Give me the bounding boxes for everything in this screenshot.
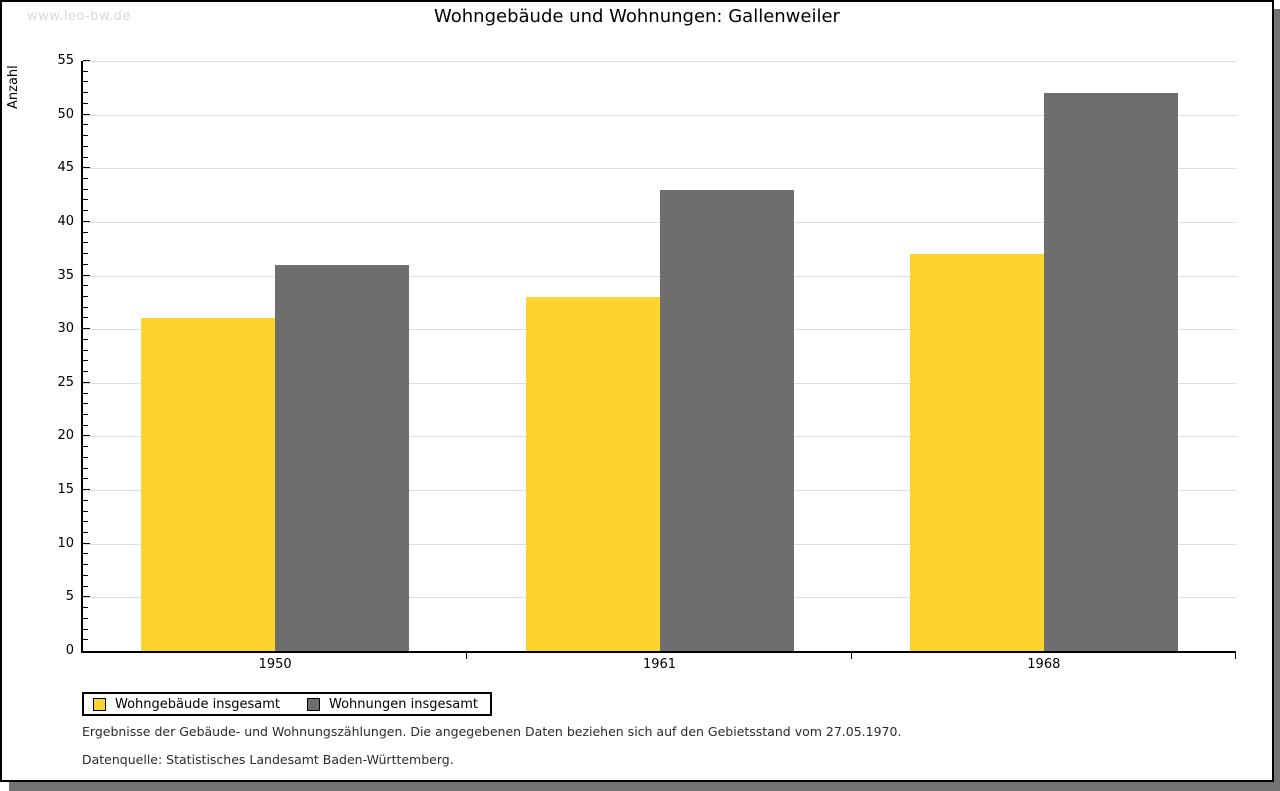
- legend-label-1: Wohngebäude insgesamt: [115, 696, 280, 712]
- y-minor-tick-27: [83, 360, 88, 362]
- y-minor-tick-8: [83, 564, 88, 566]
- y-tick-label-0: 0: [65, 643, 74, 658]
- y-tick-label-20: 20: [57, 428, 74, 444]
- y-tick-label-5: 5: [65, 589, 74, 605]
- y-minor-tick-6: [83, 585, 88, 587]
- y-major-tick-50: [83, 113, 90, 115]
- y-tick-label-15: 15: [57, 482, 74, 498]
- x-boundary-tick-3: [1235, 653, 1236, 659]
- y-major-tick-35: [83, 274, 90, 276]
- y-minor-tick-33: [83, 296, 88, 297]
- x-category-label-1950: 1950: [258, 657, 292, 672]
- y-minor-tick-37: [83, 253, 88, 255]
- y-minor-tick-28: [83, 349, 88, 351]
- y-minor-tick-38: [83, 242, 88, 244]
- y-tick-label-30: 30: [57, 321, 74, 337]
- y-minor-tick-9: [83, 553, 88, 555]
- footnote-line-1: Ergebnisse der Gebäude- und Wohnungszähl…: [82, 724, 902, 739]
- y-minor-tick-26: [83, 371, 88, 373]
- y-major-tick-45: [83, 167, 90, 169]
- y-minor-tick-49: [83, 124, 88, 126]
- chart-title: Wohngebäude und Wohnungen: Gallenweiler: [434, 6, 840, 27]
- y-minor-tick-29: [83, 338, 88, 340]
- y-minor-tick-13: [83, 510, 88, 512]
- y-minor-tick-32: [83, 306, 88, 308]
- y-major-tick-15: [83, 489, 90, 491]
- x-boundary-tick-1: [466, 653, 468, 659]
- y-minor-tick-17: [83, 467, 88, 469]
- y-minor-tick-53: [83, 81, 88, 83]
- legend-item-1: Wohngebäude insgesamt: [93, 697, 280, 712]
- y-minor-tick-3: [83, 617, 88, 619]
- y-major-tick-20: [83, 435, 90, 437]
- y-minor-tick-47: [83, 145, 88, 147]
- y-tick-label-40: 40: [57, 213, 74, 229]
- y-major-tick-55: [83, 60, 90, 61]
- y-minor-tick-19: [83, 446, 88, 448]
- plot-area: [81, 60, 1236, 659]
- y-tick-label-10: 10: [57, 535, 74, 551]
- y-minor-tick-43: [83, 188, 88, 190]
- x-category-label-1961: 1961: [642, 657, 677, 672]
- bar-1961-series-2: [659, 189, 794, 651]
- bar-1968-series-2: [1043, 93, 1178, 651]
- y-tick-label-55: 55: [57, 53, 74, 68]
- footnote-line-2: Datenquelle: Statistisches Landesamt Bad…: [82, 752, 454, 767]
- legend-item-2: Wohnungen insgesamt: [307, 697, 478, 712]
- y-major-tick-10: [83, 542, 90, 544]
- y-major-tick-25: [83, 381, 90, 383]
- y-minor-tick-11: [83, 532, 88, 533]
- y-minor-tick-41: [83, 210, 88, 212]
- gridline-45: [83, 168, 1236, 170]
- y-minor-tick-52: [83, 92, 88, 94]
- y-minor-tick-34: [83, 285, 88, 287]
- y-minor-tick-21: [83, 424, 88, 426]
- bar-1961-series-1: [525, 297, 660, 651]
- y-minor-tick-54: [83, 70, 88, 72]
- watermark: www.leo-bw.de: [27, 9, 131, 24]
- y-minor-tick-46: [83, 156, 88, 158]
- y-major-tick-40: [83, 220, 90, 222]
- y-tick-label-35: 35: [57, 267, 74, 283]
- x-boundary-tick-2: [850, 653, 852, 659]
- gridline-50: [83, 114, 1236, 116]
- bar-1950-series-2: [275, 264, 410, 651]
- x-category-label-1968: 1968: [1027, 657, 1061, 672]
- y-minor-tick-51: [83, 102, 88, 104]
- y-axis-title: Anzahl: [6, 65, 21, 109]
- y-minor-tick-48: [83, 135, 88, 137]
- y-minor-tick-22: [83, 414, 88, 415]
- y-major-tick-30: [83, 328, 90, 330]
- y-minor-tick-4: [83, 607, 88, 609]
- y-minor-tick-12: [83, 521, 88, 523]
- y-minor-tick-36: [83, 263, 88, 265]
- y-tick-label-25: 25: [57, 374, 74, 390]
- y-minor-tick-23: [83, 403, 88, 405]
- y-tick-label-45: 45: [57, 160, 74, 176]
- y-minor-tick-24: [83, 392, 88, 394]
- y-tick-label-50: 50: [57, 106, 74, 122]
- y-minor-tick-39: [83, 231, 88, 233]
- gridline-55: [83, 61, 1236, 62]
- y-minor-tick-42: [83, 199, 88, 201]
- y-minor-tick-31: [83, 317, 88, 319]
- legend-swatch-1: [93, 697, 106, 711]
- bar-1950-series-1: [141, 318, 276, 651]
- y-minor-tick-2: [83, 628, 88, 630]
- y-minor-tick-14: [83, 499, 88, 501]
- legend-label-2: Wohnungen insgesamt: [329, 696, 478, 712]
- y-minor-tick-7: [83, 574, 88, 576]
- y-minor-tick-44: [83, 178, 88, 179]
- legend: Wohngebäude insgesamt Wohnungen insgesamt: [82, 692, 492, 716]
- y-minor-tick-16: [83, 478, 88, 480]
- y-major-tick-5: [83, 596, 90, 598]
- y-minor-tick-18: [83, 456, 88, 458]
- y-minor-tick-1: [83, 639, 88, 641]
- legend-swatch-2: [307, 697, 320, 711]
- bar-1968-series-1: [909, 254, 1044, 651]
